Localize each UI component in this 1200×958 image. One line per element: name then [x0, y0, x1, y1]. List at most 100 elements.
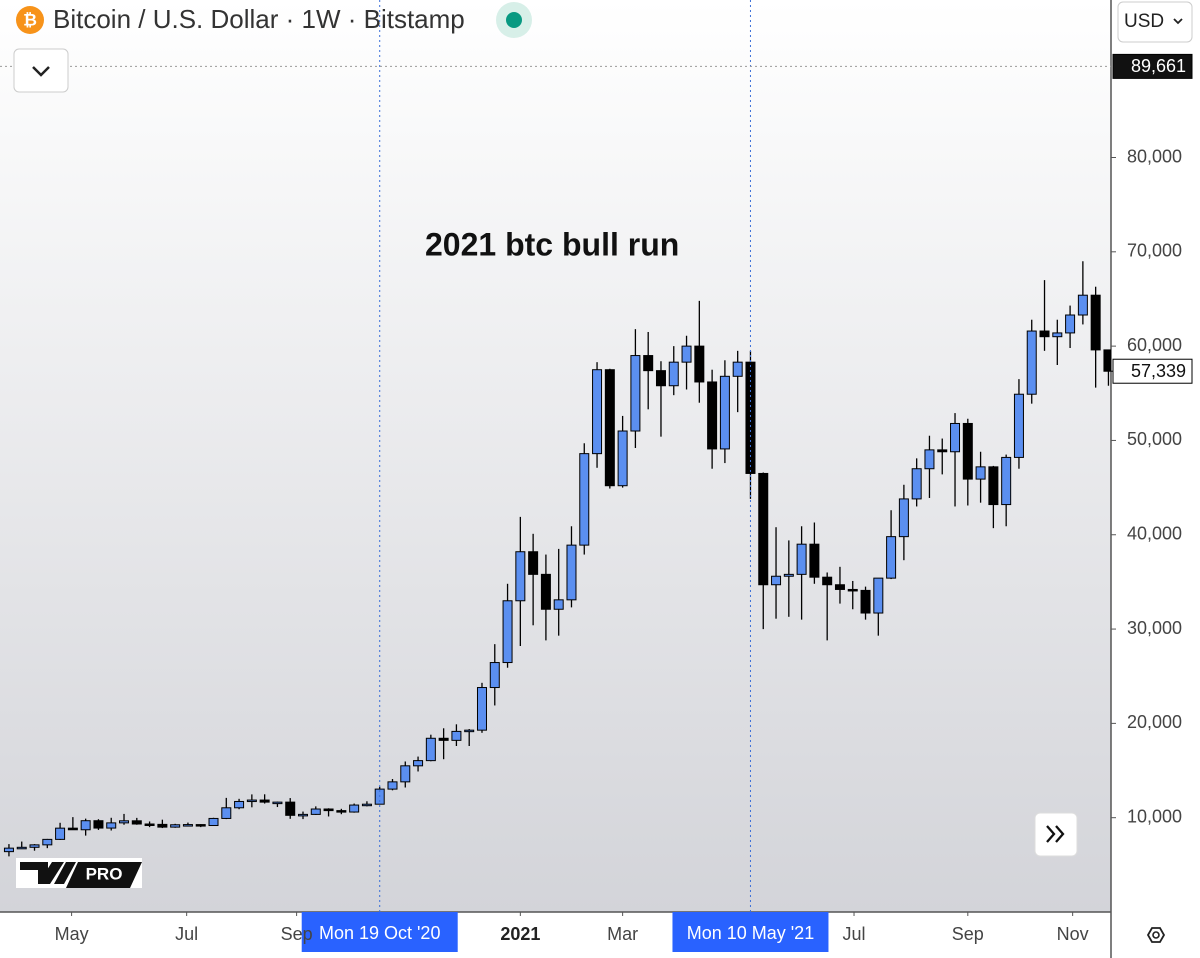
candle-body [272, 801, 283, 805]
candle-body [502, 600, 513, 664]
bitcoin-icon-glyph: ₿ [23, 10, 37, 29]
candle-body [643, 355, 654, 372]
candle-body [323, 808, 334, 812]
x-tick-label: 2021 [500, 924, 540, 944]
candle-body [361, 803, 372, 807]
candle-body [886, 536, 897, 579]
candle-body [310, 808, 321, 815]
candle-body [67, 827, 78, 831]
candle-body [847, 588, 858, 592]
y-tick-label: 10,000 [1127, 806, 1182, 826]
candle-body [131, 820, 142, 825]
candle-body [783, 573, 794, 577]
candle-body [451, 730, 462, 741]
candle-body [336, 810, 347, 813]
candle-body [962, 422, 973, 480]
price-label-box [1112, 358, 1193, 384]
candle-body [592, 369, 603, 455]
currency-button[interactable] [1117, 1, 1193, 43]
candle-body [106, 822, 117, 829]
scroll-right-button[interactable] [1034, 812, 1078, 857]
candle-body [221, 807, 232, 819]
candle-body [617, 430, 628, 487]
candle-body [860, 589, 871, 614]
candle-body [208, 817, 219, 827]
candle-body [93, 820, 104, 829]
crosshair-label: Mon 19 Oct '20 [319, 923, 441, 943]
annotation: 2021 btc bull run [425, 226, 679, 262]
candle-body [566, 544, 577, 601]
candle-body [3, 847, 14, 853]
candle-body [425, 737, 436, 762]
y-tick-label: 60,000 [1127, 335, 1182, 355]
candle-body [745, 361, 756, 474]
candle-body [630, 355, 641, 432]
y-tick-label: 70,000 [1127, 241, 1182, 261]
candle-body [796, 543, 807, 575]
chevron-icon [32, 66, 50, 77]
candle-body [898, 498, 909, 538]
price-axis-background [1111, 0, 1200, 958]
candle-body [476, 687, 487, 731]
candle-body [553, 599, 564, 610]
price-label-box [1112, 53, 1193, 79]
candle-body [16, 846, 27, 850]
candle-body [413, 760, 424, 767]
candle-body [29, 844, 40, 848]
candle-body [42, 838, 53, 846]
candle-body [246, 799, 257, 803]
candle-body [834, 584, 845, 590]
logo-mark [20, 862, 76, 884]
settings-icon[interactable] [1146, 927, 1166, 943]
candle-body [681, 345, 692, 363]
x-tick-label: Jul [175, 924, 198, 944]
candle-body [1013, 393, 1024, 458]
candle-body [170, 824, 181, 828]
candle-body [119, 820, 130, 824]
logo-text: PRO [86, 864, 123, 883]
candle-body [489, 662, 500, 689]
candle-body [387, 781, 398, 790]
candle-body [515, 551, 526, 602]
currency-label: USD [1124, 11, 1164, 32]
symbol-title: Bitcoin / U.S. Dollar · 1W · Bitstamp [53, 4, 465, 34]
candle-body [55, 827, 66, 840]
candle-body [950, 422, 961, 453]
candle-body [758, 472, 769, 586]
candle-body [655, 370, 666, 387]
candle-body [1077, 294, 1088, 316]
x-tick-label: Sep [281, 924, 313, 944]
crosshair-label: Mon 10 May '21 [687, 923, 815, 943]
candle-body [528, 551, 539, 575]
crosshair-label-box [672, 912, 829, 952]
price-label: 57,339 [1131, 361, 1186, 381]
candle-body [719, 375, 730, 450]
y-tick-label: 40,000 [1127, 524, 1182, 544]
x-tick-label: May [55, 924, 89, 944]
candle-body [285, 801, 296, 816]
candle-body [234, 800, 245, 809]
candle-body [1026, 330, 1037, 395]
candle-body [924, 449, 935, 470]
candle-body [182, 824, 193, 827]
candle-body [1103, 349, 1111, 372]
settings-icon-center [1152, 931, 1160, 939]
collapse-button[interactable] [13, 48, 69, 93]
status-dot [506, 12, 522, 28]
y-tick-label: 30,000 [1127, 618, 1182, 638]
candle-body [1065, 314, 1076, 334]
candle-body [604, 369, 615, 487]
bitcoin-icon [16, 6, 44, 34]
y-tick-label: 50,000 [1127, 429, 1182, 449]
y-tick-label: 80,000 [1127, 146, 1182, 166]
candle-body [822, 576, 833, 586]
candle-body [464, 729, 475, 733]
candle-body [1090, 294, 1101, 351]
candle-body [400, 765, 411, 783]
candle-body [195, 824, 206, 827]
candle-body [911, 468, 922, 500]
double-chevron-icon [1046, 825, 1065, 843]
candle-body [732, 361, 743, 377]
candle-body [579, 453, 590, 546]
